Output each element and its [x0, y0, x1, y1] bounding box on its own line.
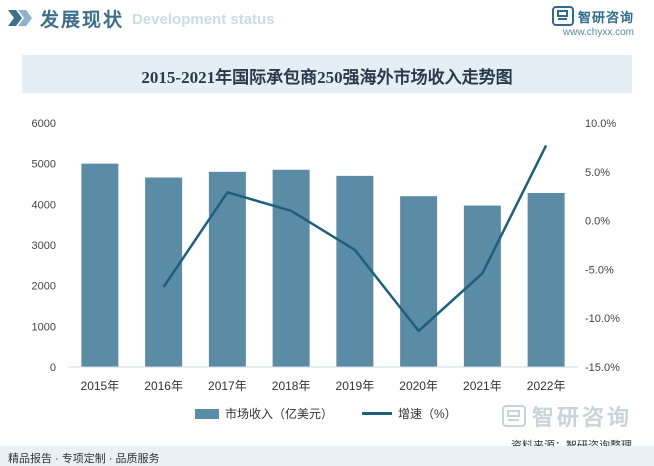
x-tick-label: 2022年: [527, 379, 566, 393]
line-series: [162, 144, 548, 333]
x-tick-label: 2016年: [144, 379, 183, 393]
bar: [272, 169, 310, 367]
growth-line: [162, 144, 548, 333]
watermark-name: 智研咨询: [531, 405, 632, 430]
chevron-arrows-icon: [8, 10, 32, 26]
right-tick-label: 5.0%: [585, 167, 610, 179]
page-subtitle: Development status: [132, 11, 275, 28]
x-tick-label: 2018年: [272, 379, 311, 393]
bar: [400, 196, 438, 367]
right-tick-label: -15.0%: [585, 362, 620, 374]
left-tick-label: 4000: [32, 199, 56, 211]
left-tick-label: 5000: [32, 159, 56, 171]
left-tick-label: 6000: [32, 118, 56, 130]
legend-label-revenue: 市场收入（亿美元）: [225, 407, 334, 421]
footer-services: 精品报告 · 专项定制 · 品质服务: [8, 453, 160, 465]
page-title: 发展现状: [40, 10, 125, 31]
watermark-logo: 智研咨询: [501, 400, 632, 432]
right-tick-label: 0.0%: [585, 216, 610, 228]
left-axis-ticks: 0 1000 2000 3000 4000 5000 6000: [32, 118, 56, 374]
bar: [527, 192, 565, 367]
legend-line-swatch: [362, 412, 392, 415]
x-tick-label: 2019年: [336, 379, 375, 393]
left-tick-label: 2000: [32, 281, 56, 293]
chart-title-box: 2015-2021年国际承包商250强海外市场收入走势图: [22, 55, 632, 93]
legend-label-growth: 增速（%）: [398, 407, 457, 421]
legend: 市场收入（亿美元） 增速（%）: [0, 405, 654, 425]
left-tick-label: 0: [50, 362, 56, 374]
bar-series: [68, 163, 578, 368]
footer: 精品报告 · 专项定制 · 品质服务: [0, 446, 654, 466]
brand-name: 智研咨询: [577, 9, 634, 25]
x-tick-label: 2020年: [399, 379, 438, 393]
brand-url[interactable]: www.chyxx.com: [562, 27, 634, 38]
brand: 智研咨询: [551, 6, 634, 26]
legend-bar-swatch: [195, 408, 219, 419]
left-tick-label: 1000: [32, 321, 56, 333]
left-tick-label: 3000: [32, 240, 56, 252]
header: 发展现状 Development status 智研咨询 www.chyxx.c…: [0, 0, 654, 40]
bar: [336, 175, 374, 367]
x-axis-labels: 2015年 2016年 2017年 2018年 2019年 2020年 2021年 2022年: [81, 379, 566, 393]
x-tick-label: 2015年: [81, 379, 120, 393]
right-axis-ticks: -15.0% -10.0% -5.0% 0.0% 5.0% 10.0%: [585, 118, 620, 374]
x-tick-label: 2021年: [463, 379, 502, 393]
x-tick-label: 2017年: [208, 379, 247, 393]
chart: 0 1000 2000 3000 4000 5000 6000 -15.0% -10.0% -5…: [32, 118, 621, 393]
right-tick-label: -10.0%: [585, 313, 620, 325]
bar: [208, 171, 246, 367]
watermark-logo-icon: [501, 405, 526, 427]
bar: [145, 177, 183, 367]
right-tick-label: 10.0%: [585, 118, 616, 130]
brand-logo-icon: [551, 6, 574, 26]
legend-item-growth: 增速（%）: [362, 405, 457, 422]
bar: [463, 205, 501, 367]
bar: [81, 163, 119, 367]
legend-item-revenue: 市场收入（亿美元）: [195, 405, 333, 422]
chart-title: 2015-2021年国际承包商250强海外市场收入走势图: [141, 68, 513, 87]
right-tick-label: -5.0%: [585, 264, 614, 276]
